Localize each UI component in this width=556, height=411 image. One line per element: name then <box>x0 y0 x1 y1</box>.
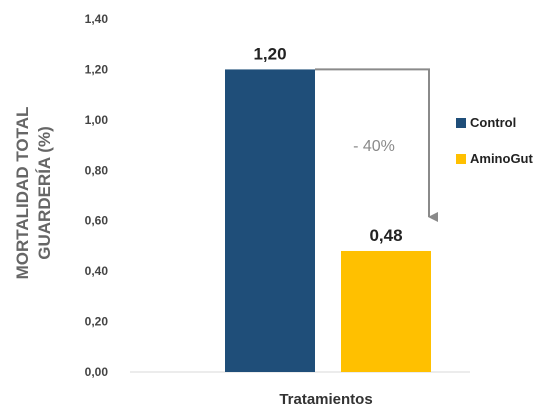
reduction-arrow <box>315 68 438 222</box>
y-tick-label: 0,80 <box>85 163 109 177</box>
y-tick-label: 1,40 <box>85 12 109 26</box>
legend: Control AminoGut <box>456 115 533 166</box>
y-tick-label: 1,20 <box>85 62 109 76</box>
y-axis-title: MORTALIDAD TOTAL GUARDERÍA (%) <box>13 107 54 280</box>
bar-aminogut <box>341 250 431 372</box>
legend-label-control: Control <box>470 115 516 130</box>
y-tick-label: 0,40 <box>85 264 109 278</box>
y-tick-label: 0,00 <box>85 365 109 379</box>
y-axis-ticks: 0,00 0,20 0,40 0,60 0,80 1,00 1,20 1,40 <box>85 12 109 379</box>
data-label-control: 1,20 <box>253 44 286 63</box>
legend-swatch-control <box>456 118 466 128</box>
y-tick-label: 0,60 <box>85 214 109 228</box>
legend-label-aminogut: AminoGut <box>470 151 533 166</box>
y-axis-title-line-2: GUARDERÍA (%) <box>35 126 54 259</box>
y-tick-label: 1,00 <box>85 113 109 127</box>
data-label-aminogut: 0,48 <box>369 226 402 245</box>
y-axis-title-line-1: MORTALIDAD TOTAL <box>13 107 32 280</box>
legend-swatch-aminogut <box>456 154 466 164</box>
reduction-annotation: - 40% <box>353 138 395 155</box>
x-axis-title: Tratamientos <box>279 391 372 408</box>
bar-control <box>225 69 315 372</box>
y-tick-label: 0,20 <box>85 315 109 329</box>
